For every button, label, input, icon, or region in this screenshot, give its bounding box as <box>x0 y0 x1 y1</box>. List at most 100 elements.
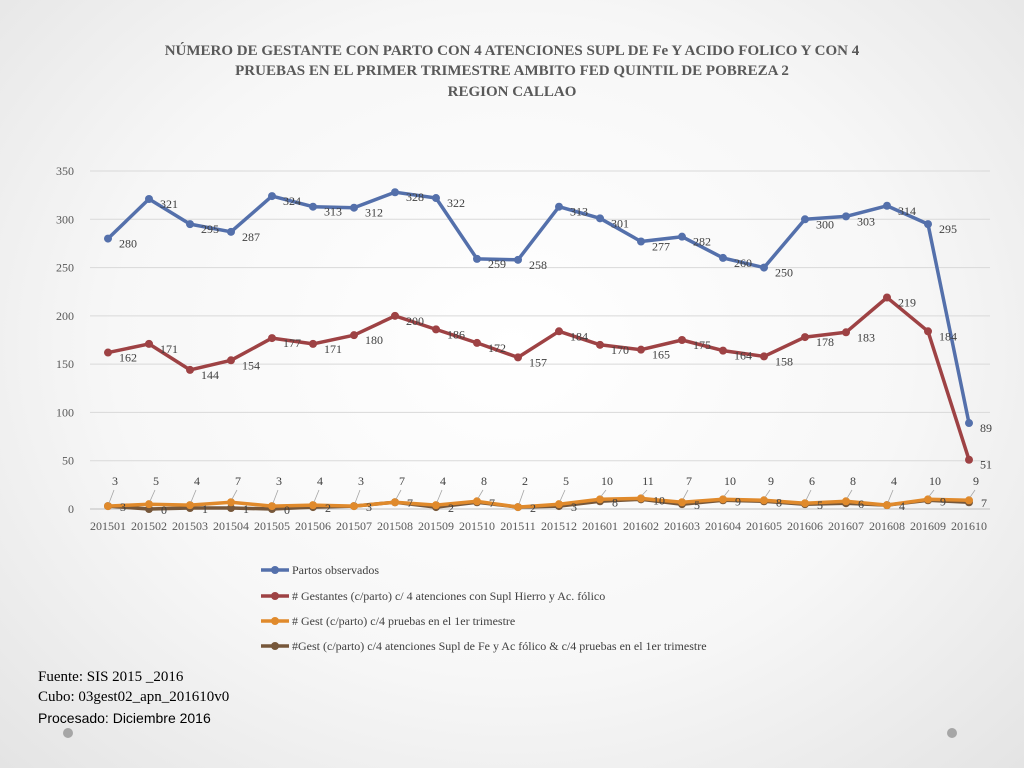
data-label: 7 <box>407 496 413 510</box>
data-point <box>924 495 932 504</box>
data-label: 277 <box>652 239 670 253</box>
data-point <box>883 293 891 302</box>
label-leader <box>436 489 443 503</box>
data-point <box>924 327 932 336</box>
x-tick-label: 201607 <box>828 519 864 533</box>
x-tick-label: 201608 <box>869 519 905 533</box>
data-point <box>719 253 727 262</box>
data-label: 157 <box>529 355 547 369</box>
data-label: 162 <box>119 351 137 365</box>
data-point <box>760 496 768 505</box>
data-point <box>104 348 112 357</box>
label-leader <box>682 489 689 500</box>
data-label: 9 <box>973 474 979 488</box>
data-label: 301 <box>611 216 629 230</box>
data-point <box>350 502 358 511</box>
label-leader <box>764 489 771 498</box>
y-tick-label: 200 <box>56 309 74 323</box>
data-label: 154 <box>242 358 260 372</box>
data-label: 6 <box>858 497 864 511</box>
data-point <box>555 500 563 509</box>
label-leader <box>149 489 156 502</box>
data-label: 258 <box>529 258 547 272</box>
data-label: 7 <box>235 474 241 488</box>
data-point <box>104 234 112 243</box>
chart-title: NÚMERO DE GESTANTE CON PARTO CON 4 ATENC… <box>165 42 860 100</box>
data-point <box>678 232 686 241</box>
data-point <box>842 328 850 337</box>
data-label: 295 <box>939 222 957 236</box>
data-point <box>186 220 194 229</box>
data-label: 3 <box>112 474 118 488</box>
data-point <box>637 494 645 503</box>
data-label: 3 <box>276 474 282 488</box>
data-point <box>391 188 399 197</box>
data-point <box>801 499 809 508</box>
x-tick-label: 201609 <box>910 519 946 533</box>
data-label: 10 <box>929 474 941 488</box>
data-label: 321 <box>160 197 178 211</box>
data-label: 314 <box>898 204 916 218</box>
x-tick-label: 201505 <box>254 519 290 533</box>
legend-label: #Gest (c/parto) c/4 atenciones Supl de F… <box>292 639 707 653</box>
data-label: 7 <box>686 474 692 488</box>
series-line-3 <box>107 496 970 509</box>
data-point <box>473 254 481 263</box>
data-point <box>309 339 317 348</box>
data-label: 0 <box>284 503 290 517</box>
data-point <box>760 352 768 361</box>
data-label: 3 <box>366 500 372 514</box>
data-label: 10 <box>653 493 665 507</box>
data-label: 6 <box>809 474 815 488</box>
data-label: 158 <box>775 354 793 368</box>
data-label: 8 <box>612 495 618 509</box>
y-tick-label: 350 <box>56 164 74 178</box>
data-point <box>760 263 768 272</box>
label-leader <box>641 489 648 496</box>
data-label: 164 <box>734 349 752 363</box>
data-label: 328 <box>406 190 424 204</box>
y-tick-label: 150 <box>56 357 74 371</box>
data-point <box>678 498 686 507</box>
x-axis-ticks: 201501 201502 201503 201504 201505 201506 2015… <box>90 519 987 533</box>
data-label: 3 <box>120 500 126 514</box>
data-point <box>842 212 850 221</box>
label-leader <box>477 489 484 499</box>
data-point <box>637 237 645 246</box>
data-point <box>473 497 481 506</box>
data-label: 7 <box>399 474 405 488</box>
x-tick-label: 201511 <box>500 519 536 533</box>
legend-marker <box>271 592 279 600</box>
data-point <box>350 331 358 340</box>
data-label: 184 <box>570 329 588 343</box>
x-tick-label: 201602 <box>623 519 659 533</box>
x-tick-label: 201506 <box>295 519 331 533</box>
data-label: 303 <box>857 214 875 228</box>
data-point <box>678 336 686 344</box>
data-label: 51 <box>980 458 992 472</box>
label-leader <box>928 489 935 497</box>
data-label: 3 <box>571 500 577 514</box>
x-tick-label: 201610 <box>951 519 987 533</box>
data-point <box>268 192 276 201</box>
data-point <box>883 501 891 510</box>
y-tick-label: 100 <box>56 405 74 419</box>
label-leader <box>600 489 607 497</box>
data-point <box>883 201 891 210</box>
data-point <box>309 202 317 211</box>
data-point <box>432 325 440 334</box>
label-leader <box>190 489 197 503</box>
data-label: 300 <box>816 217 834 231</box>
data-label: 2 <box>448 501 454 515</box>
data-point <box>227 498 235 507</box>
label-leader <box>272 489 279 504</box>
data-label: 177 <box>283 336 301 350</box>
processed-note: Procesado: Diciembre 2016 <box>38 710 211 726</box>
x-tick-label: 201512 <box>541 519 577 533</box>
data-point <box>555 202 563 211</box>
label-leader <box>559 489 566 502</box>
legend-label: # Gestantes (c/parto) c/ 4 atenciones co… <box>292 589 605 603</box>
data-label: 287 <box>242 230 260 244</box>
source-note: Fuente: SIS 2015 _2016 <box>38 669 184 685</box>
